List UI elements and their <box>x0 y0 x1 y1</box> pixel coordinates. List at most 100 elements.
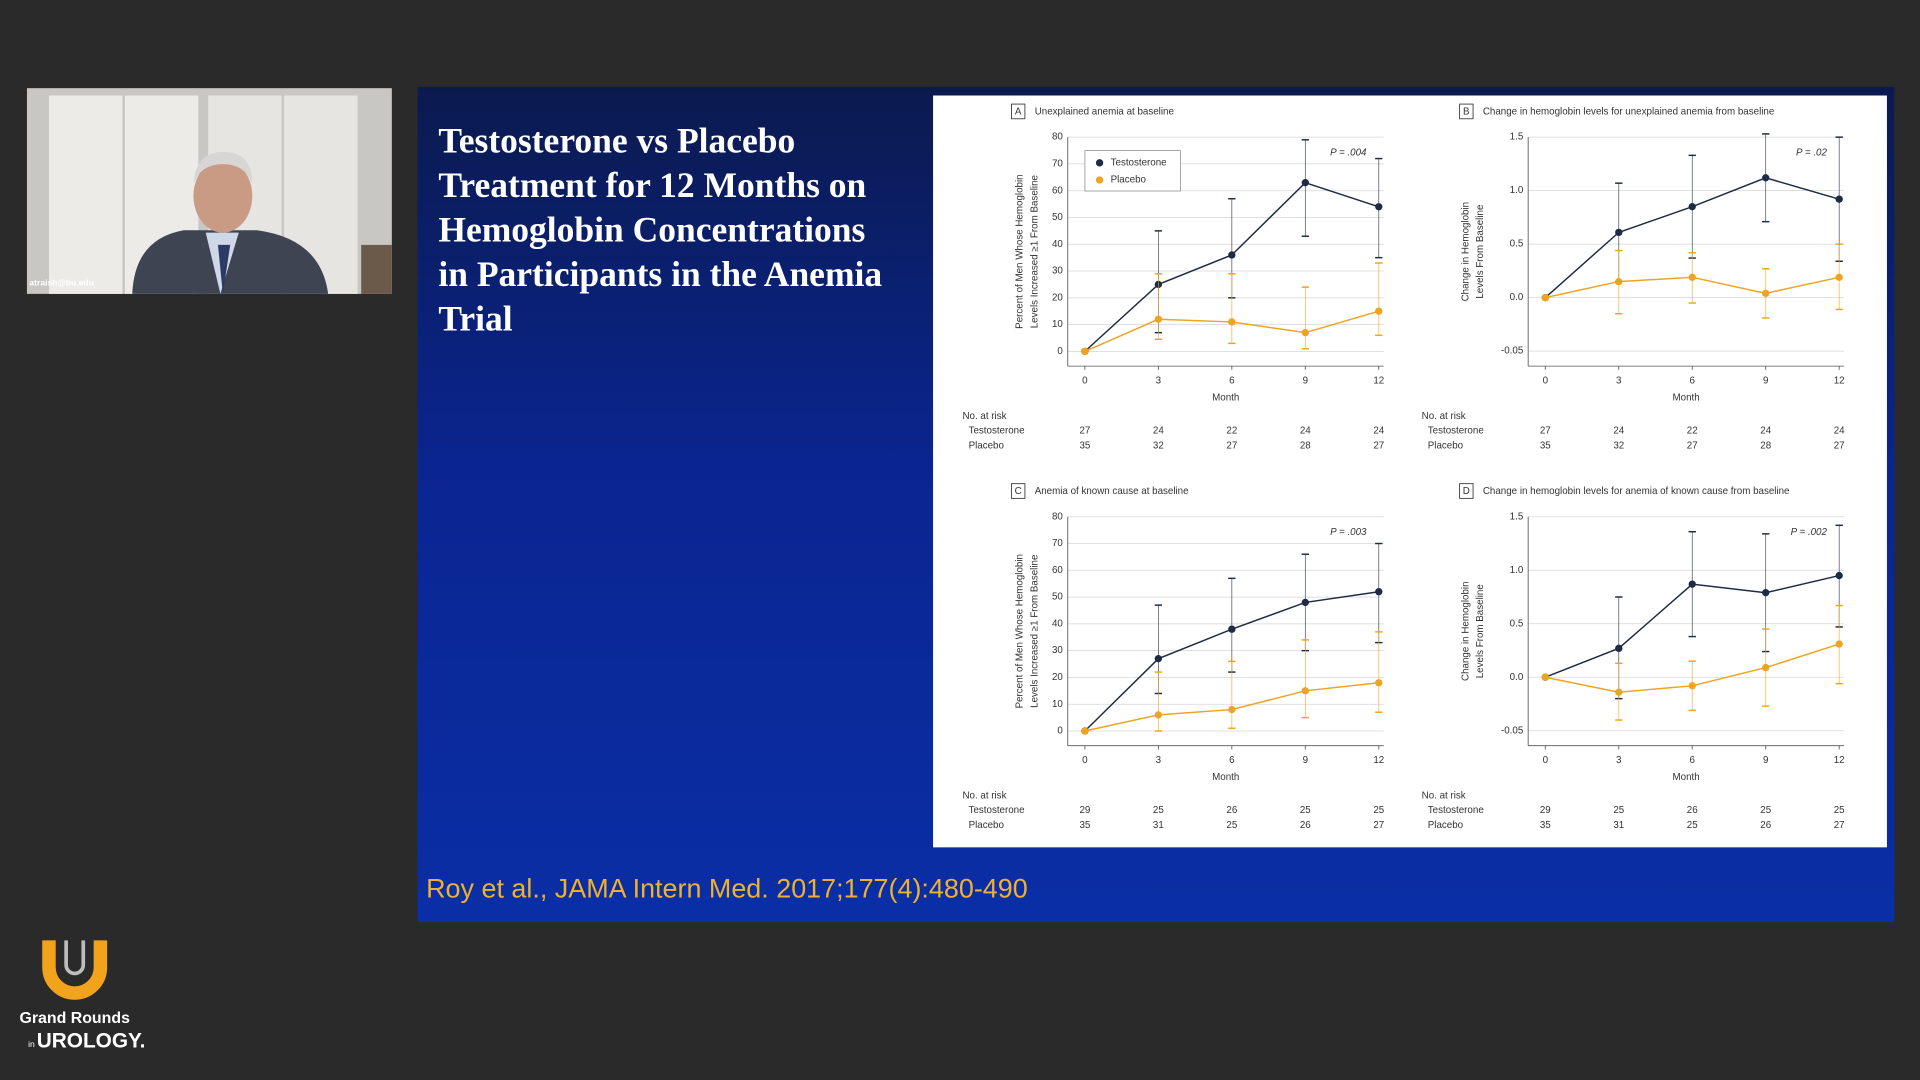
x-tick-label: 0 <box>1543 375 1549 386</box>
legend-swatch <box>1095 159 1104 167</box>
x-tick-label: 0 <box>1543 755 1549 766</box>
data-point <box>1762 174 1770 182</box>
data-point <box>1615 688 1623 696</box>
risk-row-name: Placebo <box>1428 440 1464 451</box>
risk-value: 27 <box>1373 440 1384 451</box>
panel-title: Change in hemoglobin levels for unexplai… <box>1483 107 1774 118</box>
risk-value: 24 <box>1760 426 1771 437</box>
data-point <box>1688 682 1696 690</box>
logo: Grand Rounds in UROLOGY. <box>19 940 145 1053</box>
risk-row-name: Placebo <box>1428 820 1464 831</box>
p-value: P = .004 <box>1330 148 1367 159</box>
y-tick-label: 60 <box>1052 185 1063 196</box>
x-axis-label: Month <box>1212 772 1239 783</box>
y-tick-label: 80 <box>1052 132 1063 143</box>
data-point <box>1228 705 1236 714</box>
risk-value: 32 <box>1613 440 1624 451</box>
risk-value: 26 <box>1300 820 1311 831</box>
x-axis-label: Month <box>1212 393 1239 404</box>
x-tick-label: 3 <box>1616 375 1622 386</box>
head <box>193 159 253 233</box>
participant-name: atraish@bu.edu <box>29 277 94 287</box>
y-axis-label: Levels From Baseline <box>1475 584 1486 678</box>
data-point <box>1762 663 1770 672</box>
legend-label: Testosterone <box>1111 157 1167 168</box>
y-tick-label: 0 <box>1057 726 1063 737</box>
data-point <box>1081 727 1089 735</box>
x-axis-label: Month <box>1673 393 1700 404</box>
risk-value: 24 <box>1373 426 1384 437</box>
risk-row-name: Placebo <box>969 440 1005 451</box>
data-point <box>1301 687 1309 695</box>
risk-value: 28 <box>1760 440 1771 451</box>
x-tick-label: 0 <box>1082 375 1088 386</box>
data-point <box>1081 347 1089 356</box>
p-value: P = .003 <box>1330 527 1367 538</box>
risk-value: 26 <box>1226 805 1237 816</box>
risk-value: 25 <box>1153 805 1164 816</box>
title-line: Trial <box>438 298 512 338</box>
y-tick-label: 70 <box>1052 159 1063 170</box>
logo-mark-inner <box>64 940 86 976</box>
panel-title: Unexplained anemia at baseline <box>1035 107 1174 118</box>
video-tile: atraish@bu.edu <box>26 88 392 294</box>
legend-box <box>1084 150 1181 192</box>
furniture <box>361 244 392 294</box>
y-tick-label: 1.0 <box>1510 185 1524 196</box>
x-tick-label: 12 <box>1373 755 1384 766</box>
y-tick-label: 30 <box>1052 266 1063 277</box>
y-axis-label: Levels Increased ≥1 From Baseline <box>1029 175 1040 328</box>
risk-value: 28 <box>1300 440 1311 451</box>
data-point <box>1835 273 1843 281</box>
hair <box>193 151 253 184</box>
panel-title: Anemia of known cause at baseline <box>1035 486 1189 497</box>
risk-value: 24 <box>1153 426 1164 437</box>
figure-panel <box>933 95 1887 848</box>
risk-value: 25 <box>1613 805 1624 816</box>
p-value: P = .02 <box>1796 148 1827 159</box>
y-axis-label: Percent of Men Whose Hemoglobin <box>1015 174 1026 328</box>
risk-value: 27 <box>1687 440 1698 451</box>
title-line: Treatment for 12 Months on <box>438 165 866 205</box>
risk-row-name: Testosterone <box>969 426 1025 437</box>
data-point <box>1688 203 1696 211</box>
x-tick-label: 3 <box>1616 755 1622 766</box>
suit <box>132 230 329 294</box>
data-point <box>1301 598 1309 607</box>
risk-value: 24 <box>1300 426 1311 437</box>
risk-value: 24 <box>1613 426 1624 437</box>
content: atraish@bu.edu Testosterone vs PlaceboTr… <box>19 86 1895 1053</box>
panel-letter: C <box>1015 486 1022 497</box>
data-point <box>1154 655 1163 663</box>
risk-value: 25 <box>1226 820 1237 831</box>
citation: Roy et al., JAMA Intern Med. 2017;177(4)… <box>426 873 1028 903</box>
risk-value: 29 <box>1540 805 1551 816</box>
risk-value: 26 <box>1760 820 1771 831</box>
p-value: P = .002 <box>1791 527 1828 538</box>
risk-value: 26 <box>1687 805 1698 816</box>
panel-letter-box <box>1459 483 1474 499</box>
risk-row-name: Placebo <box>969 820 1005 831</box>
y-tick-label: 1.0 <box>1510 565 1524 576</box>
y-tick-label: 10 <box>1052 699 1063 710</box>
risk-value: 27 <box>1540 426 1551 437</box>
y-tick-label: 20 <box>1052 672 1063 683</box>
data-point <box>1615 228 1623 237</box>
x-tick-label: 12 <box>1834 755 1845 766</box>
x-tick-label: 9 <box>1763 375 1768 386</box>
tie <box>217 244 231 294</box>
risk-value: 35 <box>1540 440 1551 451</box>
x-axis-label: Month <box>1673 772 1700 783</box>
risk-value: 25 <box>1373 805 1384 816</box>
panel-letter-box <box>1459 103 1474 120</box>
data-point <box>1228 625 1236 633</box>
x-tick-label: 9 <box>1763 755 1768 766</box>
panel-letter: D <box>1463 486 1470 497</box>
risk-table-title: No. at risk <box>1422 411 1466 422</box>
risk-value: 22 <box>1687 426 1698 437</box>
data-point <box>1375 307 1383 315</box>
risk-value: 22 <box>1226 426 1237 437</box>
title-line: Testosterone vs Placebo <box>438 121 795 161</box>
